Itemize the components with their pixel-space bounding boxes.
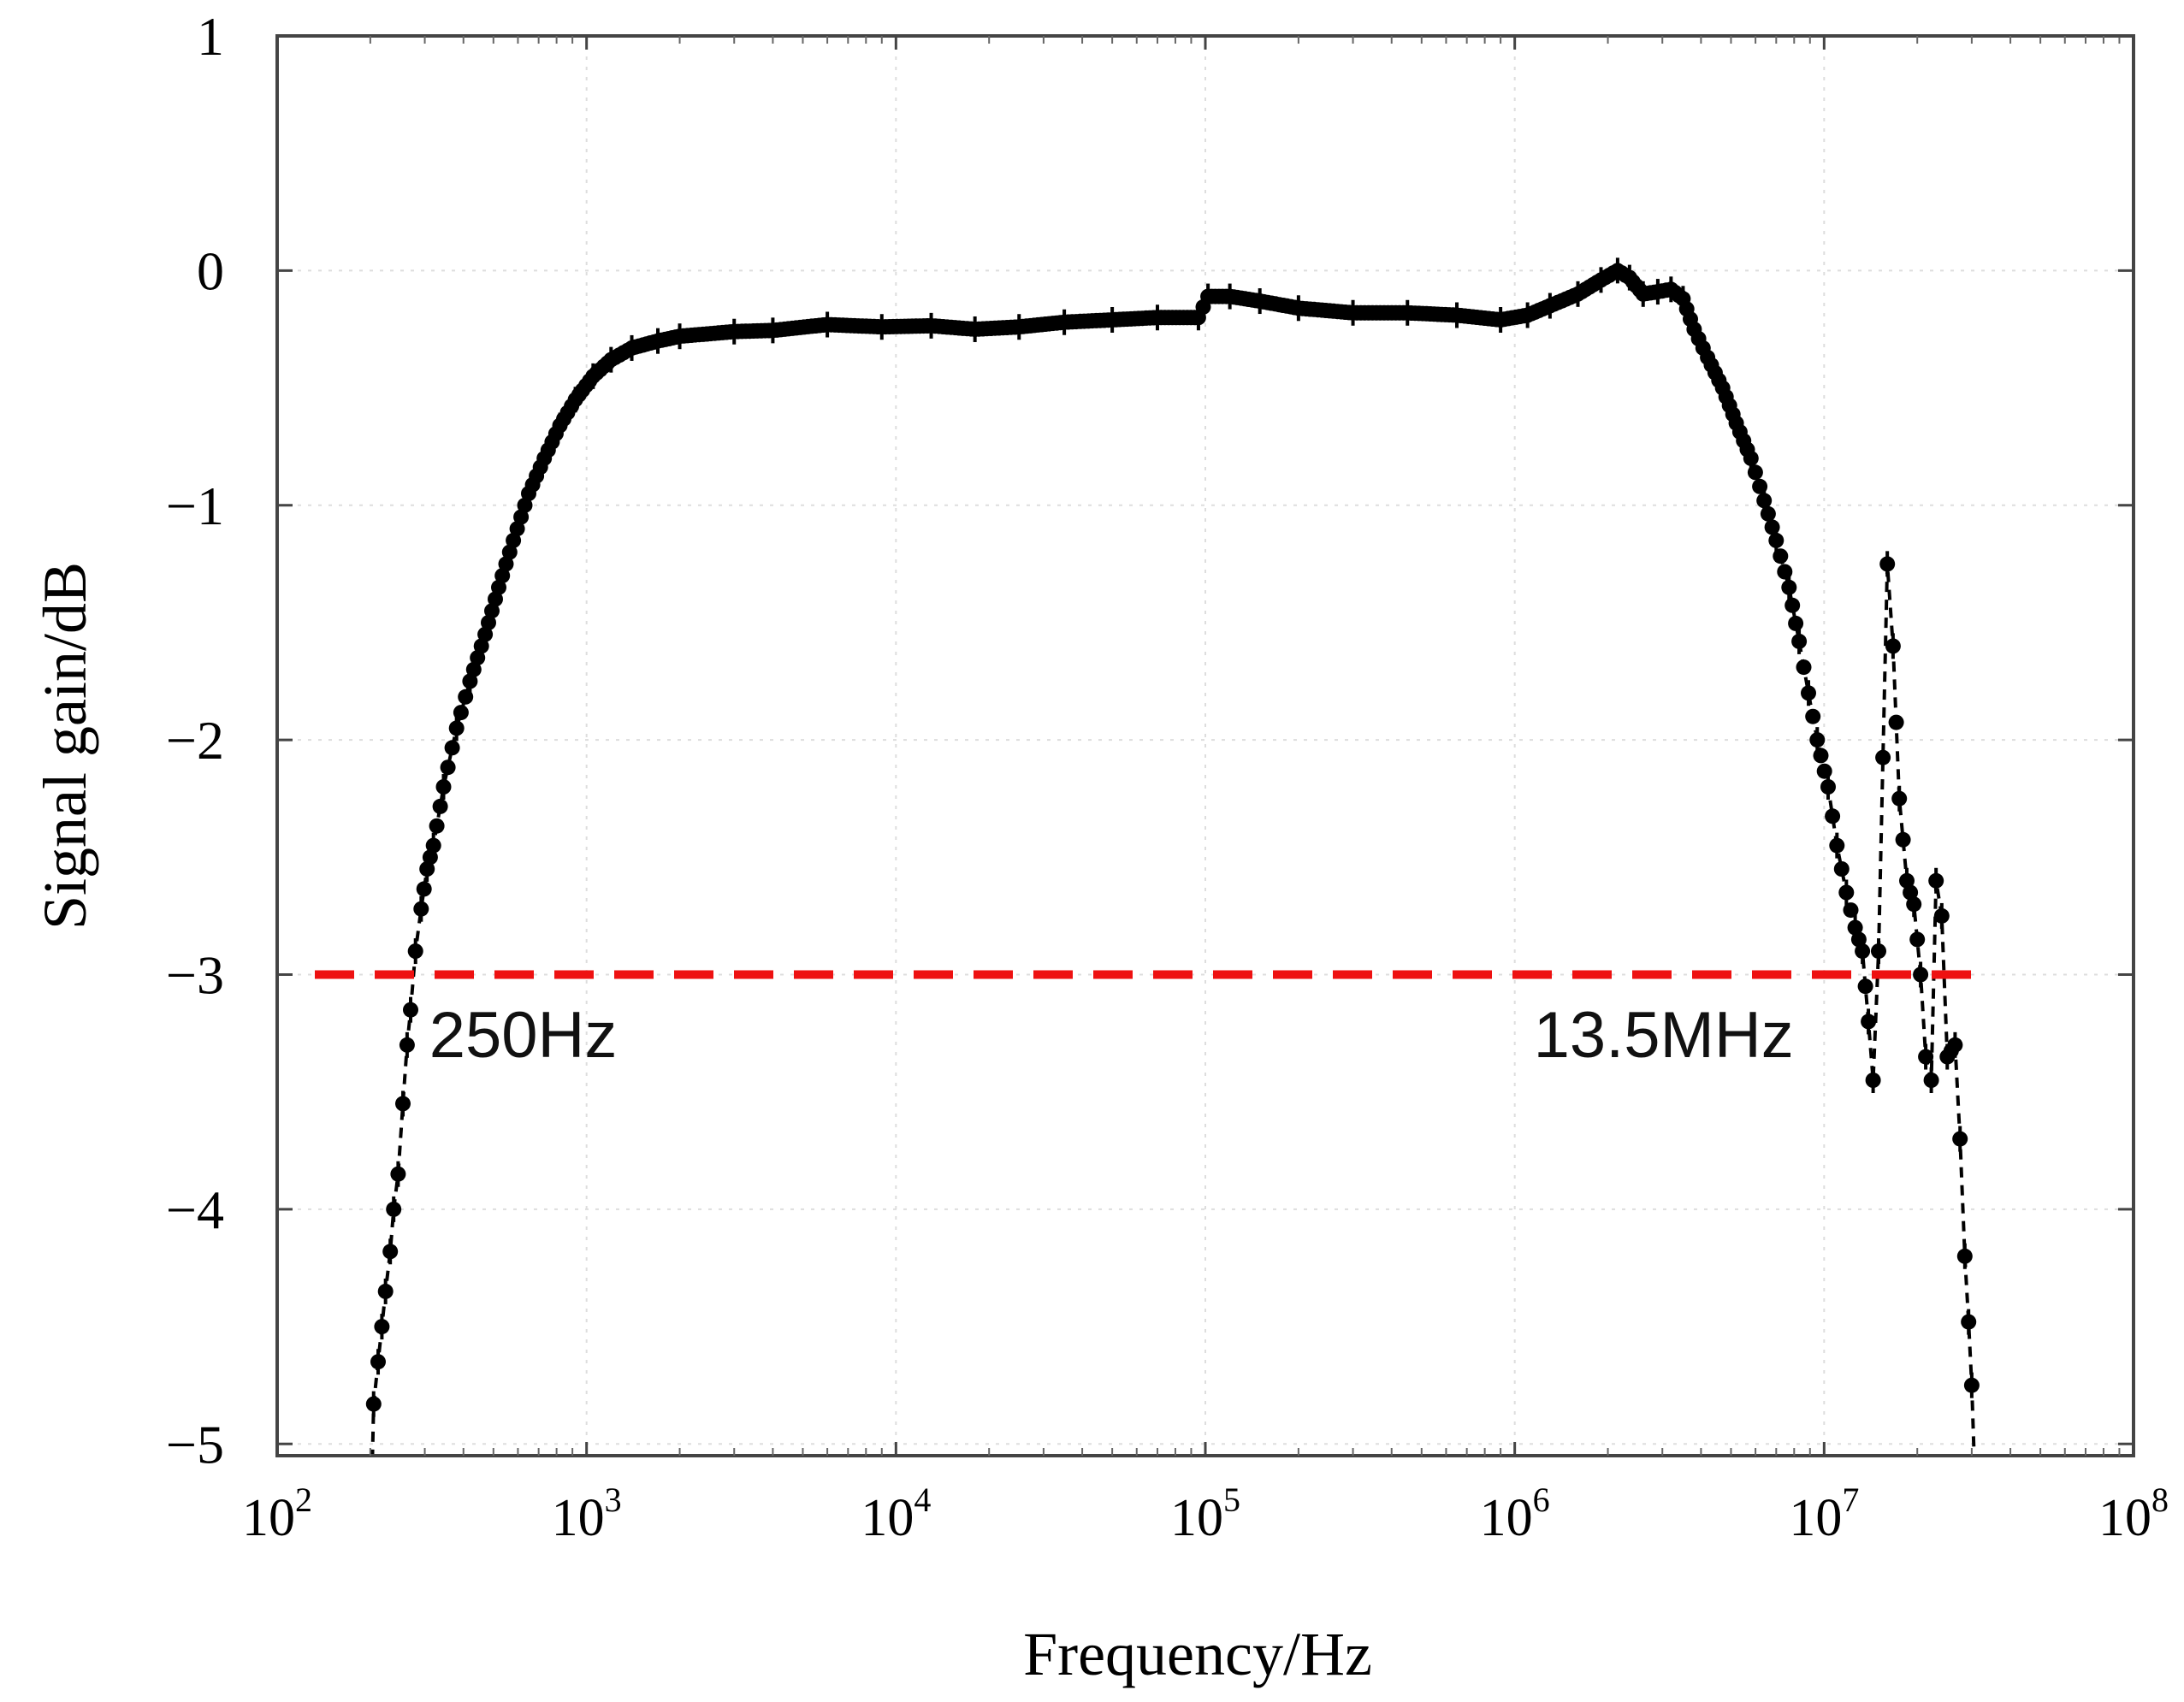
- x-tick-base: 10: [1170, 1489, 1223, 1547]
- annotation-250hz: 250Hz: [429, 999, 618, 1072]
- data-point: [1888, 714, 1904, 730]
- axis-ticks: [275, 34, 2135, 1456]
- data-point: [1813, 748, 1829, 764]
- x-tick-label: 102: [242, 1480, 312, 1547]
- data-point: [432, 798, 448, 814]
- x-tick-label: 104: [861, 1480, 931, 1547]
- x-tick-exponent: 5: [1223, 1480, 1240, 1519]
- data-point: [1895, 831, 1911, 848]
- data-point: [498, 556, 514, 572]
- y-axis-label: Signal gain/dB: [31, 562, 99, 930]
- y-tick-label: −5: [166, 1414, 224, 1474]
- x-tick-base: 10: [1789, 1489, 1842, 1547]
- y-tick-label: 1: [197, 6, 224, 67]
- data-point: [1805, 708, 1821, 724]
- y-tick-label: −3: [166, 945, 224, 1006]
- x-tick-exponent: 6: [1533, 1480, 1550, 1519]
- x-tick-label: 108: [2098, 1480, 2169, 1547]
- data-point: [429, 818, 445, 834]
- data-point: [1784, 597, 1801, 613]
- x-tick-base: 10: [2098, 1489, 2151, 1547]
- x-tick-labels: 102 103 104 105 106 107 108: [242, 1480, 2169, 1547]
- x-tick-label: 106: [1480, 1480, 1550, 1547]
- x-tick-exponent: 8: [2151, 1480, 2169, 1519]
- x-tick-base: 10: [861, 1489, 914, 1547]
- data-point: [1796, 659, 1812, 676]
- x-tick-label: 103: [552, 1480, 622, 1547]
- x-tick-base: 10: [1480, 1489, 1533, 1547]
- x-axis-label: Frequency/Hz: [1023, 1620, 1372, 1688]
- y-tick-label: −2: [166, 710, 224, 771]
- data-point: [416, 881, 432, 897]
- data-point: [1875, 749, 1891, 765]
- data-point: [1909, 931, 1926, 948]
- series-dashed-line: [370, 269, 1976, 1456]
- x-tick-exponent: 3: [605, 1480, 622, 1519]
- y-tick-label: −1: [166, 476, 224, 536]
- data-point: [440, 759, 456, 776]
- x-tick-label: 107: [1789, 1480, 1859, 1547]
- data-point: [470, 650, 486, 666]
- x-tick-base: 10: [242, 1489, 295, 1547]
- data-point: [1788, 615, 1804, 631]
- data-point: [1857, 978, 1873, 995]
- data-point: [1833, 861, 1850, 877]
- x-tick-exponent: 4: [914, 1480, 931, 1519]
- data-point: [444, 740, 460, 756]
- x-tick-label: 105: [1170, 1480, 1240, 1547]
- data-point: [1816, 763, 1832, 779]
- x-tick-base: 10: [552, 1489, 605, 1547]
- data-point: [484, 603, 500, 619]
- data-point: [1825, 808, 1841, 824]
- annotation-13-5mhz: 13.5MHz: [1534, 999, 1794, 1072]
- x-tick-exponent: 7: [1842, 1480, 1859, 1519]
- y-tick-labels: 1 0 −1 −2 −3 −4 −5: [166, 6, 224, 1474]
- x-tick-exponent: 2: [295, 1480, 312, 1519]
- y-tick-label: −4: [166, 1179, 224, 1240]
- y-tick-label: 0: [197, 240, 224, 301]
- data-point: [1843, 902, 1859, 919]
- data-point: [513, 509, 530, 525]
- data-series: [365, 257, 1980, 1456]
